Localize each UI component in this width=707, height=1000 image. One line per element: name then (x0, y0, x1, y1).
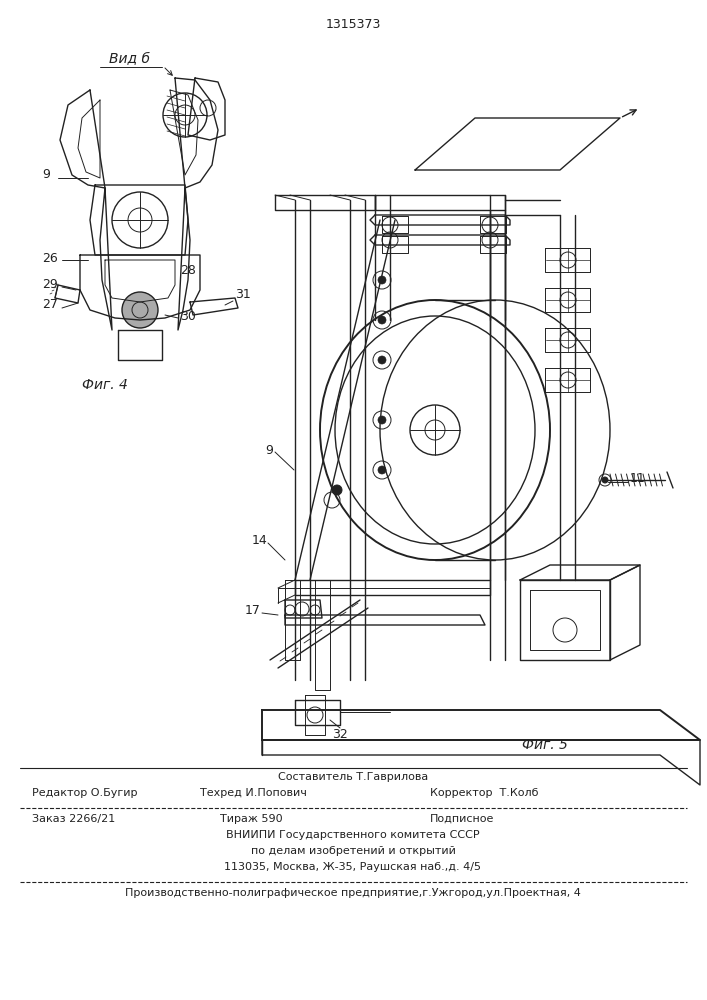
Text: 29: 29 (42, 278, 58, 292)
Circle shape (378, 276, 386, 284)
Text: Заказ 2266/21: Заказ 2266/21 (32, 814, 115, 824)
Text: Тираж 590: Тираж 590 (220, 814, 283, 824)
Text: ВНИИПИ Государственного комитета СССР: ВНИИПИ Государственного комитета СССР (226, 830, 480, 840)
Text: Подписное: Подписное (430, 814, 494, 824)
Text: Фиг. 4: Фиг. 4 (82, 378, 128, 392)
Text: Производственно-полиграфическое предприятие,г.Ужгород,ул.Проектная, 4: Производственно-полиграфическое предприя… (125, 888, 581, 898)
Text: 11: 11 (630, 472, 645, 485)
Text: 14: 14 (252, 534, 268, 546)
Circle shape (378, 356, 386, 364)
Circle shape (378, 466, 386, 474)
Circle shape (332, 485, 342, 495)
Text: 9: 9 (265, 444, 273, 456)
Text: Фиг. 5: Фиг. 5 (522, 738, 568, 752)
Text: 31: 31 (235, 288, 251, 302)
Text: Корректор  Т.Колб: Корректор Т.Колб (430, 788, 539, 798)
Text: 30: 30 (180, 310, 196, 322)
Circle shape (378, 316, 386, 324)
Circle shape (378, 416, 386, 424)
Circle shape (122, 292, 158, 328)
Text: 32: 32 (332, 728, 348, 741)
Text: 9: 9 (42, 168, 50, 182)
Text: Вид б: Вид б (110, 52, 151, 66)
Text: 27: 27 (42, 298, 58, 312)
Text: 17: 17 (245, 603, 261, 616)
Text: 113035, Москва, Ж-35, Раушская наб.,д. 4/5: 113035, Москва, Ж-35, Раушская наб.,д. 4… (225, 862, 481, 872)
Circle shape (602, 477, 608, 483)
Text: Составитель Т.Гаврилова: Составитель Т.Гаврилова (278, 772, 428, 782)
Text: 1315373: 1315373 (325, 18, 380, 31)
Text: по делам изобретений и открытий: по делам изобретений и открытий (250, 846, 455, 856)
Text: Техред И.Попович: Техред И.Попович (200, 788, 307, 798)
Text: 28: 28 (180, 263, 196, 276)
Text: 26: 26 (42, 251, 58, 264)
Text: Редактор О.Бугир: Редактор О.Бугир (32, 788, 137, 798)
